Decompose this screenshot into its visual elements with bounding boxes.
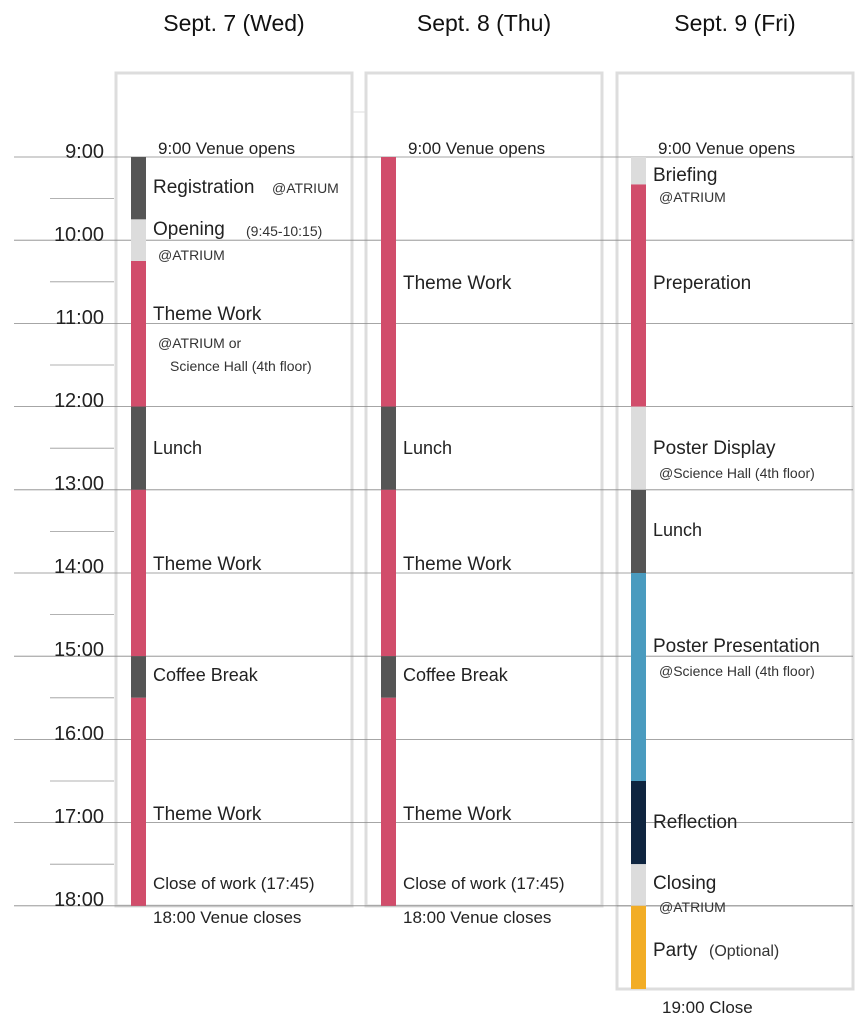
event-location: @ATRIUM — [659, 189, 726, 205]
event-bar — [381, 489, 396, 657]
event-bar — [131, 697, 146, 906]
day-labels-fri: 9:00 Venue opens Briefing @ATRIUM Preper… — [653, 139, 820, 1017]
close-label: 19:00 Close — [662, 998, 753, 1017]
event-location: Science Hall (4th floor) — [170, 358, 312, 374]
close-of-work-label: Close of work (17:45) — [153, 874, 315, 893]
event-bar — [631, 864, 646, 906]
venue-opens-label: 9:00 Venue opens — [158, 139, 295, 158]
event-poster-presentation: Poster Presentation — [653, 636, 820, 657]
event-opening: Opening — [153, 219, 225, 240]
event-bar — [381, 656, 396, 698]
day-title-fri: Sept. 9 (Fri) — [674, 10, 795, 36]
event-lunch: Lunch — [653, 520, 702, 540]
time-label: 11:00 — [55, 307, 104, 329]
time-label: 16:00 — [54, 723, 104, 745]
event-bars — [131, 157, 646, 989]
time-label: 15:00 — [54, 639, 104, 661]
day-frame-fri — [615, 71, 855, 991]
event-bar — [631, 573, 646, 781]
venue-opens-label: 9:00 Venue opens — [408, 139, 545, 158]
event-bar — [131, 489, 146, 657]
event-bar — [381, 406, 396, 490]
event-bar — [131, 261, 146, 407]
event-closing: Closing — [653, 873, 716, 894]
event-bar — [131, 656, 146, 698]
event-registration: Registration — [153, 177, 254, 198]
event-theme-work: Theme Work — [153, 804, 262, 825]
event-location: @Science Hall (4th floor) — [659, 663, 815, 679]
day-title-thu: Sept. 8 (Thu) — [417, 10, 551, 36]
event-bar — [631, 489, 646, 573]
time-label: 13:00 — [54, 473, 104, 495]
venue-closes-label: 18:00 Venue closes — [153, 908, 301, 927]
event-bar — [631, 406, 646, 490]
event-bar — [131, 219, 146, 261]
event-bar — [131, 157, 146, 220]
time-axis: 9:00 10:00 11:00 12:00 13:00 14:00 15:00… — [54, 141, 104, 911]
event-briefing: Briefing — [653, 165, 717, 186]
time-label: 10:00 — [54, 224, 104, 246]
event-theme-work: Theme Work — [153, 304, 262, 325]
venue-opens-label: 9:00 Venue opens — [658, 139, 795, 158]
event-bar — [631, 184, 646, 407]
day-title-wed: Sept. 7 (Wed) — [163, 10, 304, 36]
day-labels-wed: 9:00 Venue opens Registration @ATRIUM Op… — [153, 139, 339, 927]
event-theme-work: Theme Work — [153, 554, 262, 575]
event-lunch: Lunch — [153, 438, 202, 458]
event-bar — [631, 781, 646, 865]
time-label: 12:00 — [54, 390, 104, 412]
event-theme-work: Theme Work — [403, 273, 512, 294]
grid-lines — [14, 156, 853, 907]
event-reflection: Reflection — [653, 812, 738, 833]
event-location: @ATRIUM — [659, 899, 726, 915]
time-label: 9:00 — [65, 141, 104, 163]
event-location: @ATRIUM or — [158, 335, 242, 351]
event-theme-work: Theme Work — [403, 554, 512, 575]
event-poster-display: Poster Display — [653, 438, 776, 459]
event-party: Party — [653, 940, 698, 961]
event-lunch: Lunch — [403, 438, 452, 458]
close-of-work-label: Close of work (17:45) — [403, 874, 565, 893]
event-location: @ATRIUM — [272, 180, 339, 196]
event-time: (9:45-10:15) — [246, 223, 322, 239]
event-location: @ATRIUM — [158, 247, 225, 263]
event-location: @Science Hall (4th floor) — [659, 465, 815, 481]
time-label: 18:00 — [54, 889, 104, 911]
event-bar — [131, 406, 146, 490]
venue-closes-label: 18:00 Venue closes — [403, 908, 551, 927]
event-bar — [381, 697, 396, 906]
day-labels-thu: 9:00 Venue opens Theme Work Lunch Theme … — [403, 139, 565, 927]
event-bar — [381, 157, 396, 407]
time-label: 14:00 — [54, 556, 104, 578]
event-preperation: Preperation — [653, 273, 751, 294]
event-coffee-break: Coffee Break — [153, 665, 259, 685]
event-note: (Optional) — [709, 943, 779, 960]
event-bar — [631, 157, 646, 185]
event-theme-work: Theme Work — [403, 804, 512, 825]
time-label: 17:00 — [54, 806, 104, 828]
event-bar — [631, 905, 646, 989]
event-coffee-break: Coffee Break — [403, 665, 509, 685]
